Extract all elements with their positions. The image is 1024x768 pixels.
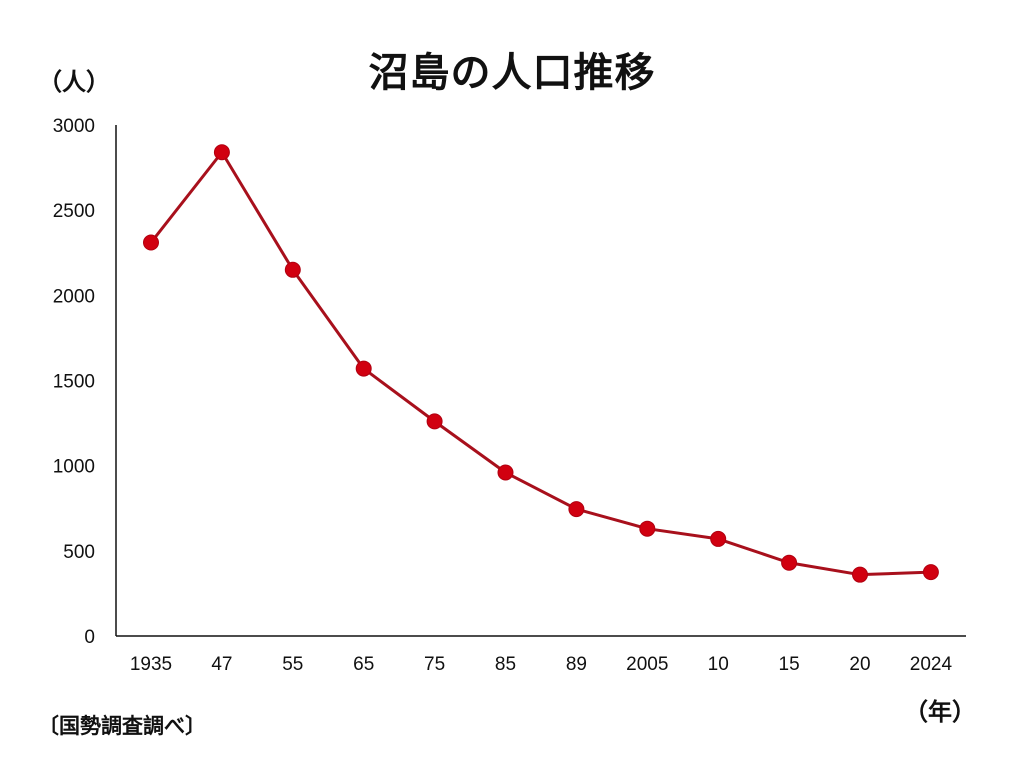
data-series (143, 144, 939, 583)
x-axis-unit-label: （年） (904, 698, 976, 726)
data-point-marker (852, 566, 868, 583)
y-tick-label: 0 (84, 627, 95, 648)
data-point-marker (213, 144, 230, 161)
x-tick-label: 20 (849, 654, 870, 675)
y-tick-label: 2000 (53, 286, 95, 307)
x-tick-label: 89 (566, 654, 587, 675)
data-point-marker (284, 261, 301, 278)
data-point-marker (781, 554, 798, 571)
data-point-marker (426, 413, 443, 430)
x-tick-label: 85 (495, 654, 516, 675)
source-note: 〔国勢調査調べ〕 (38, 714, 206, 738)
x-tick-label: 75 (424, 654, 445, 675)
x-axis-ticks: 1935 47 55 65 75 85 89 2005 10 15 20 2024 (130, 654, 953, 675)
x-tick-label: 10 (708, 654, 729, 675)
x-tick-label: 65 (353, 654, 374, 675)
x-tick-label: 15 (779, 654, 800, 675)
x-tick-label: 2005 (626, 654, 668, 675)
x-tick-label: 47 (211, 654, 232, 675)
y-tick-label: 2500 (53, 201, 95, 222)
data-point-marker (922, 564, 939, 581)
data-point-marker (143, 234, 159, 251)
series-line (149, 150, 931, 577)
y-axis-ticks: 0 500 1000 1500 2000 2500 3000 (53, 116, 95, 648)
x-tick-label: 2024 (910, 654, 953, 675)
data-point-marker (639, 520, 656, 537)
y-tick-label: 3000 (53, 116, 95, 137)
data-point-marker (568, 501, 585, 518)
data-point-marker (710, 530, 727, 547)
x-tick-label: 1935 (130, 654, 172, 675)
data-point-marker (497, 464, 514, 481)
data-point-marker (355, 360, 372, 377)
y-tick-label: 500 (63, 542, 95, 563)
y-axis-unit-label: （人） (38, 68, 110, 96)
chart-title: 沼島の人口推移 (368, 50, 656, 96)
x-tick-label: 55 (282, 654, 303, 675)
y-tick-label: 1500 (53, 372, 95, 393)
y-tick-label: 1000 (53, 457, 95, 478)
axes (115, 125, 966, 637)
